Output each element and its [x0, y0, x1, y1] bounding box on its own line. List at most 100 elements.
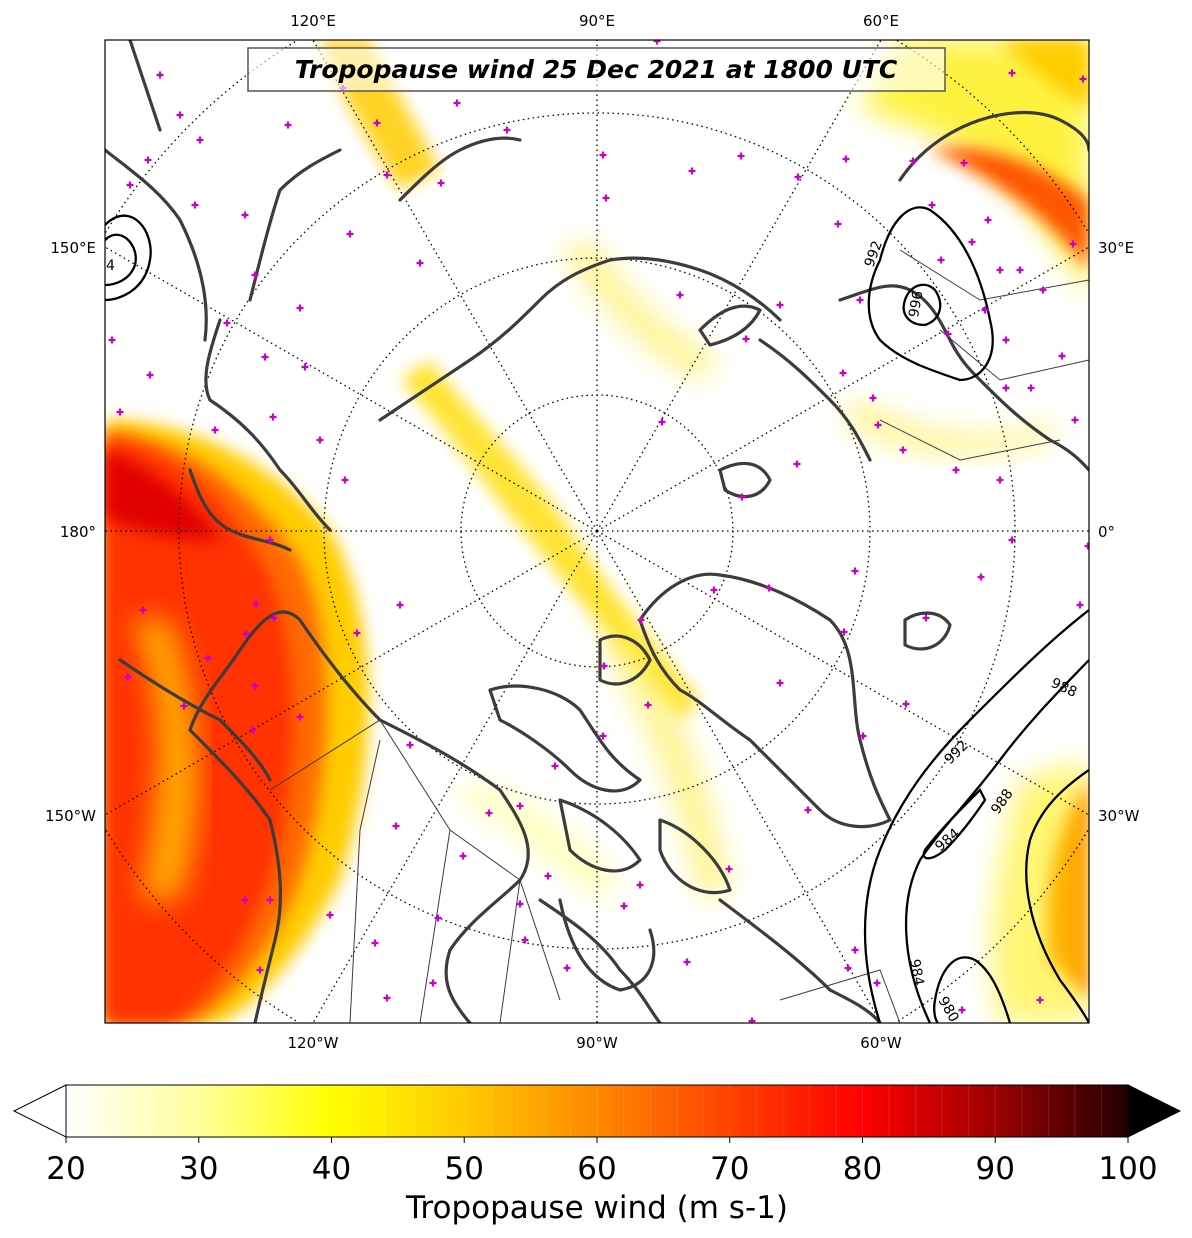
colorbar-tick-label: 70 — [710, 1151, 749, 1187]
station-marker — [256, 966, 264, 974]
station-marker — [765, 584, 773, 592]
station-marker — [242, 630, 250, 638]
station-marker — [1058, 352, 1066, 360]
colorbar-tick-label: 60 — [577, 1151, 616, 1187]
colorbar-bands — [92, 1085, 1102, 1137]
station-marker — [371, 939, 379, 947]
station-marker — [834, 220, 842, 228]
station-marker — [725, 865, 733, 873]
station-marker — [981, 306, 989, 314]
station-marker — [1079, 75, 1087, 83]
map-title: Tropopause wind 25 Dec 2021 at 1800 UTC — [295, 55, 898, 84]
station-marker — [1027, 384, 1035, 392]
contour-label: 4 — [106, 258, 115, 274]
station-marker — [544, 872, 552, 880]
colorbar-tick-label: 50 — [445, 1151, 484, 1187]
lon-label-right: 30°E — [1098, 239, 1134, 257]
station-marker — [1071, 416, 1079, 424]
station-marker — [396, 601, 404, 609]
station-marker — [270, 614, 278, 622]
station-marker — [844, 964, 852, 972]
station-marker — [429, 979, 437, 987]
station-markers — [108, 40, 1089, 1023]
lon-label-bottom: 120°W — [288, 1034, 339, 1052]
station-marker — [196, 136, 204, 144]
station-marker — [793, 460, 801, 468]
station-marker — [383, 171, 391, 179]
station-marker — [737, 152, 745, 160]
colorbar-extend-high — [1127, 1084, 1182, 1138]
lon-label-left: 150°E — [50, 239, 96, 257]
station-marker — [406, 741, 414, 749]
lon-label-bottom: 60°W — [860, 1034, 902, 1052]
station-marker — [683, 958, 691, 966]
station-marker — [252, 600, 260, 608]
station-marker — [316, 436, 324, 444]
lon-label-right: 30°W — [1098, 807, 1140, 825]
station-marker — [937, 256, 945, 264]
station-marker — [341, 476, 349, 484]
station-marker — [842, 155, 850, 163]
station-marker — [108, 336, 116, 344]
wind-shading — [105, 40, 1089, 1023]
station-marker — [851, 567, 859, 575]
contour-label: 996 — [906, 290, 926, 319]
station-marker — [146, 371, 154, 379]
station-marker — [284, 121, 292, 129]
station-marker — [1076, 601, 1084, 609]
station-marker — [599, 732, 607, 740]
station-marker — [1008, 536, 1016, 544]
station-marker — [204, 654, 212, 662]
station-marker — [637, 616, 645, 624]
station-marker — [977, 573, 985, 581]
colorbar-tick-label: 80 — [843, 1151, 882, 1187]
station-marker — [516, 900, 524, 908]
station-marker — [251, 682, 259, 690]
station-marker — [794, 173, 802, 181]
station-marker — [211, 426, 219, 434]
lon-label-top: 60°E — [863, 12, 899, 30]
station-marker — [346, 230, 354, 238]
station-marker — [653, 40, 661, 45]
station-marker — [563, 964, 571, 972]
colorbar-extend-low — [12, 1084, 67, 1138]
station-marker — [139, 606, 147, 614]
station-marker — [249, 726, 257, 734]
contour-label: 984 — [906, 958, 926, 987]
station-marker — [301, 363, 309, 371]
station-marker — [176, 111, 184, 119]
lon-label-left: 180° — [60, 523, 96, 541]
station-marker — [599, 151, 607, 159]
station-marker — [551, 762, 559, 770]
station-marker — [996, 476, 1004, 484]
station-marker — [516, 802, 524, 810]
station-marker — [776, 301, 784, 309]
station-marker — [602, 194, 610, 202]
station-marker — [658, 418, 666, 426]
coastlines — [105, 40, 1089, 1023]
isobars — [105, 206, 1089, 1023]
plot-frame — [104, 39, 1090, 1024]
station-marker — [453, 99, 461, 107]
colorbar-body — [66, 1085, 1128, 1137]
station-marker — [1069, 240, 1077, 248]
station-marker — [144, 156, 152, 164]
station-marker — [326, 911, 334, 919]
station-marker — [928, 201, 936, 209]
station-marker — [261, 353, 269, 361]
station-marker — [748, 1017, 756, 1023]
station-marker — [383, 994, 391, 1002]
station-marker — [899, 446, 907, 454]
station-marker — [296, 713, 304, 721]
colorbar: 20 30 40 50 60 70 80 90 100 Tropopause wind (m s… — [12, 1084, 1182, 1226]
station-marker — [644, 701, 652, 709]
station-marker — [620, 902, 628, 910]
station-marker — [416, 259, 424, 267]
station-marker — [156, 71, 164, 79]
station-marker — [742, 335, 750, 343]
station-marker — [984, 216, 992, 224]
station-marker — [1002, 384, 1010, 392]
station-marker — [124, 673, 132, 681]
station-marker — [902, 700, 910, 708]
